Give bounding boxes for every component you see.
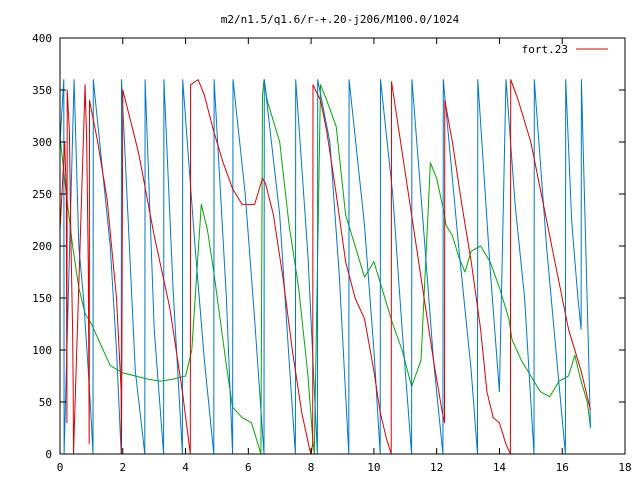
y-tick-label: 200 [32, 240, 52, 253]
y-tick-label: 50 [39, 396, 52, 409]
y-tick-label: 250 [32, 188, 52, 201]
y-tick-label: 400 [32, 32, 52, 45]
chart-title: m2/n1.5/q1.6/r-+.20-j206/M100.0/1024 [221, 13, 460, 26]
x-tick-label: 0 [57, 461, 64, 474]
x-tick-label: 2 [119, 461, 126, 474]
y-tick-label: 100 [32, 344, 52, 357]
ticks-layer: 0 2 4 6 8 10 12 14 16 18 0 50 100 150 200 250 300 350 400 [32, 32, 632, 474]
x-tick-label: 8 [308, 461, 315, 474]
legend-label-fort-23: fort.23 [522, 43, 568, 56]
x-tick-label: 4 [182, 461, 189, 474]
y-tick-label: 300 [32, 136, 52, 149]
x-tick-label: 16 [556, 461, 569, 474]
x-tick-label: 18 [618, 461, 631, 474]
x-tick-label: 12 [430, 461, 443, 474]
x-tick-label: 10 [367, 461, 380, 474]
y-tick-label: 350 [32, 84, 52, 97]
series-line-fort-23 [59, 79, 591, 455]
x-tick-label: 14 [493, 461, 507, 474]
x-tick-label: 6 [245, 461, 252, 474]
legend: fort.23 [522, 43, 608, 56]
y-tick-label: 150 [32, 292, 52, 305]
y-tick-label: 0 [45, 448, 52, 461]
series-line-unnamed-2 [59, 79, 591, 455]
